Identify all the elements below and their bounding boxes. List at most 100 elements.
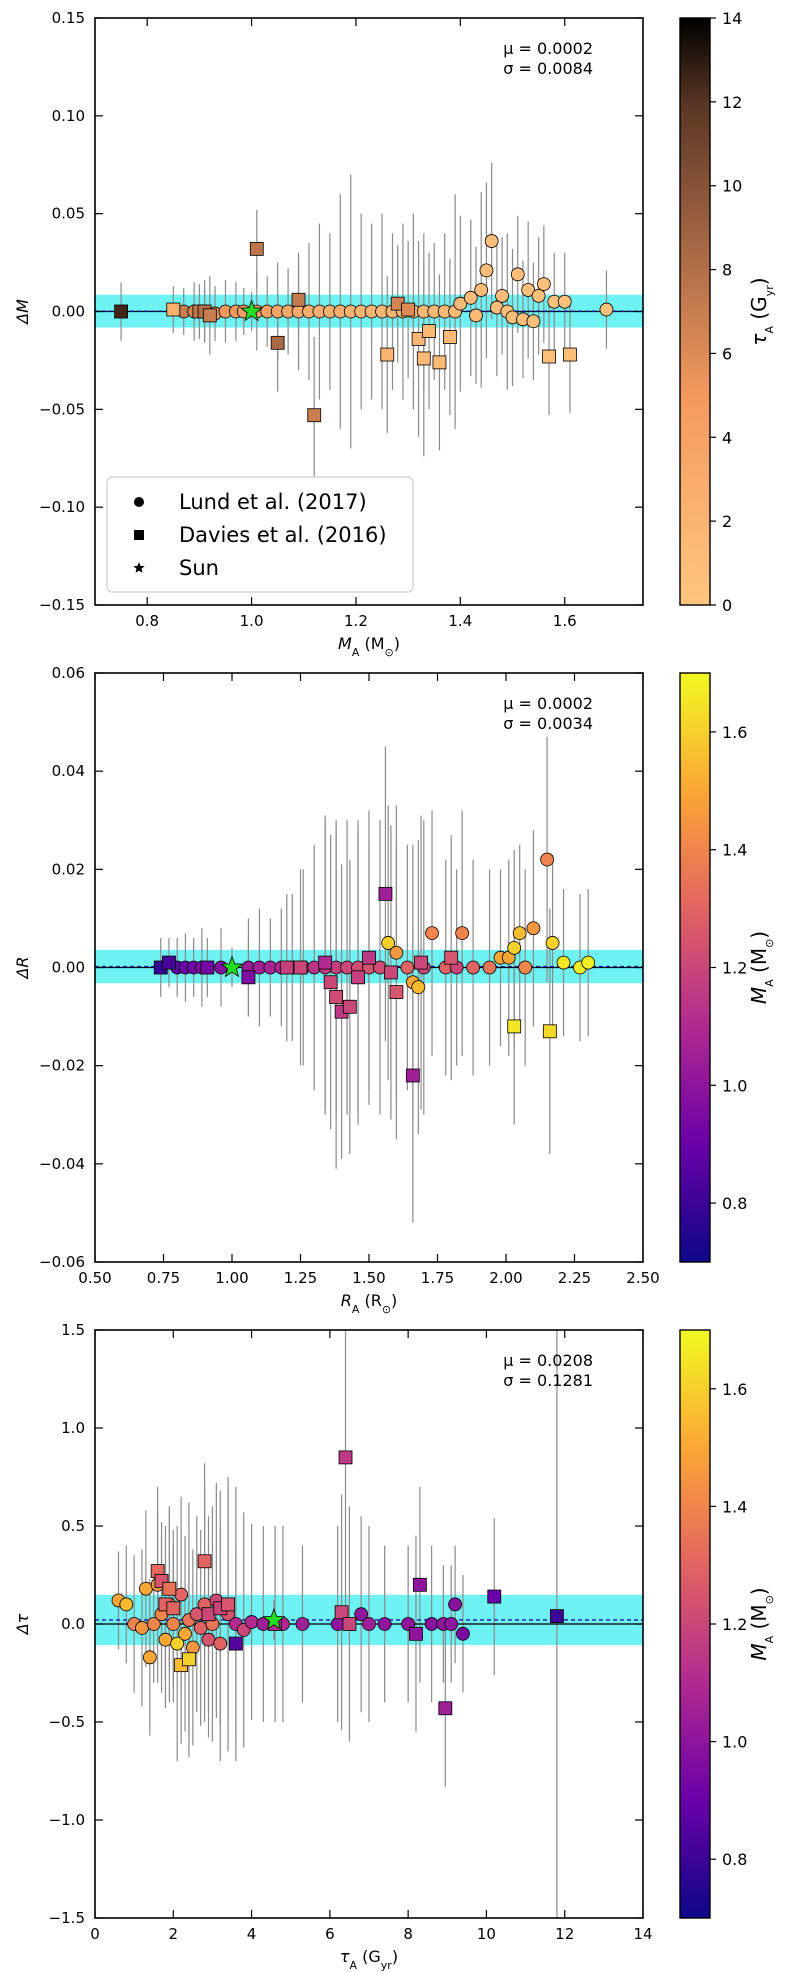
data-point-circle <box>354 1607 369 1622</box>
colorbar-tick-label: 2 <box>722 512 732 531</box>
data-point-square <box>342 999 357 1014</box>
data-point-square <box>162 1581 177 1596</box>
colorbar-tick-label: 1.4 <box>722 841 747 860</box>
data-point-square <box>405 1068 420 1083</box>
y-tick-label: −0.5 <box>49 1713 85 1731</box>
plot-area <box>95 162 643 494</box>
data-point-square <box>563 347 577 362</box>
data-point-circle <box>556 955 571 970</box>
x-tick-label: 2.00 <box>489 1269 522 1287</box>
data-point-square <box>182 1652 196 1667</box>
legend-label: Sun <box>179 556 219 580</box>
data-point-circle <box>377 1617 392 1631</box>
x-tick-label: 1.50 <box>352 1269 385 1287</box>
data-point-circle <box>518 960 533 975</box>
colorbar-tick-label: 8 <box>722 261 732 280</box>
colorbar-tick-label: 1.0 <box>722 1733 747 1752</box>
data-point-circle <box>381 936 396 950</box>
colorbar-gradient <box>679 672 711 1263</box>
y-tick-label: −0.05 <box>39 400 85 418</box>
data-point-circle <box>536 277 551 292</box>
data-point-square <box>166 1601 181 1616</box>
data-point-circle <box>411 980 426 995</box>
y-tick-label: −0.04 <box>39 1155 85 1173</box>
x-tick-label: 4 <box>247 1925 257 1943</box>
data-point-circle <box>482 960 497 975</box>
data-point-circle <box>512 926 527 941</box>
y-tick-label: 1.5 <box>61 1321 85 1339</box>
data-point-circle <box>448 1597 463 1612</box>
data-point-square <box>412 1577 427 1592</box>
data-point-circle <box>526 314 541 329</box>
data-point-circle <box>295 1617 310 1631</box>
data-point-circle <box>119 1597 134 1612</box>
y-tick-label: 0.0 <box>61 1615 85 1633</box>
data-point-circle <box>599 302 614 317</box>
data-point-square <box>279 960 294 975</box>
data-point-square <box>318 955 333 970</box>
data-point-square <box>444 950 459 965</box>
plot-area <box>95 736 643 1223</box>
data-point-sun-star <box>220 955 244 978</box>
colorbar-label: τA (Gyr) <box>747 277 776 345</box>
colorbar-tick-label: 6 <box>722 344 732 363</box>
data-point-square <box>438 1701 453 1716</box>
data-point-square <box>380 347 395 362</box>
data-point-square <box>414 955 428 970</box>
y-tick-label: 0.10 <box>52 107 85 125</box>
data-point-square <box>270 335 285 350</box>
data-point-square <box>411 331 426 346</box>
colorbar-tick-label: 1.4 <box>722 1497 747 1516</box>
x-tick-label: 10 <box>477 1925 496 1943</box>
data-point-circle <box>474 283 489 297</box>
data-point-circle <box>484 234 499 248</box>
colorbar-tick-label: 1.0 <box>722 1076 747 1095</box>
data-point-circle <box>453 296 468 311</box>
colorbar-tick-label: 0 <box>722 596 732 615</box>
colorbar-tick-label: 1.6 <box>722 723 747 742</box>
data-point-square <box>241 970 256 985</box>
data-point-circle <box>135 1621 149 1635</box>
y-tick-label: −0.10 <box>39 498 85 516</box>
data-point-circle <box>540 852 554 867</box>
y-tick-label: 0.04 <box>52 762 85 780</box>
data-point-circle <box>521 283 536 297</box>
data-point-square <box>323 975 338 990</box>
panel-3: 0 2 4 6 8 10 12 14 −1.5 −1.0 −0.5 0.0 0.5 1.0 1.5 τA (G… <box>13 1321 776 1972</box>
data-point-circle <box>510 267 525 282</box>
data-point-square <box>416 351 431 366</box>
stat-sigma: σ = 0.1281 <box>503 1371 593 1390</box>
panel-2: 0.50 0.75 1.00 1.25 1.50 1.75 2.00 2.25 2.50 −0.0… <box>13 664 776 1316</box>
data-point-circle <box>330 1617 345 1631</box>
stat-mu: μ = 0.0208 <box>503 1351 593 1370</box>
legend-label: Davies et al. (2016) <box>179 523 387 547</box>
data-point-circle <box>170 1636 185 1651</box>
x-axis-label: MA (M⊙) <box>338 634 400 659</box>
legend-star-icon <box>133 562 145 573</box>
data-point-circle <box>424 1617 439 1631</box>
data-point-square <box>362 950 376 965</box>
data-point-circle <box>178 1626 192 1641</box>
colorbar-tick-label: 10 <box>722 177 742 196</box>
data-point-circle <box>201 1632 216 1647</box>
y-tick-label: −1.5 <box>49 1909 85 1927</box>
data-point-circle <box>425 926 439 941</box>
data-point-square <box>542 1024 557 1039</box>
colorbar-label: MA (M⊙) <box>747 1587 776 1660</box>
data-point-circle <box>362 1617 376 1631</box>
y-tick-label: 0.15 <box>52 9 85 27</box>
y-axis-label: ΔR <box>13 956 32 980</box>
x-tick-label: 1.2 <box>344 612 368 630</box>
data-point-square <box>200 960 215 975</box>
x-axis-label: RA (R⊙) <box>341 1291 398 1316</box>
x-tick-label: 1.75 <box>421 1269 454 1287</box>
x-axis-label: τA (Gyr) <box>340 1947 398 1972</box>
x-tick-label: 1.6 <box>553 612 577 630</box>
data-point-circle <box>545 936 560 950</box>
data-point-circle <box>166 1617 181 1631</box>
data-point-square <box>507 1019 522 1034</box>
y-tick-label: −0.06 <box>39 1253 85 1271</box>
data-point-square <box>162 955 176 970</box>
colorbar-tick-label: 0.8 <box>722 1850 747 1869</box>
